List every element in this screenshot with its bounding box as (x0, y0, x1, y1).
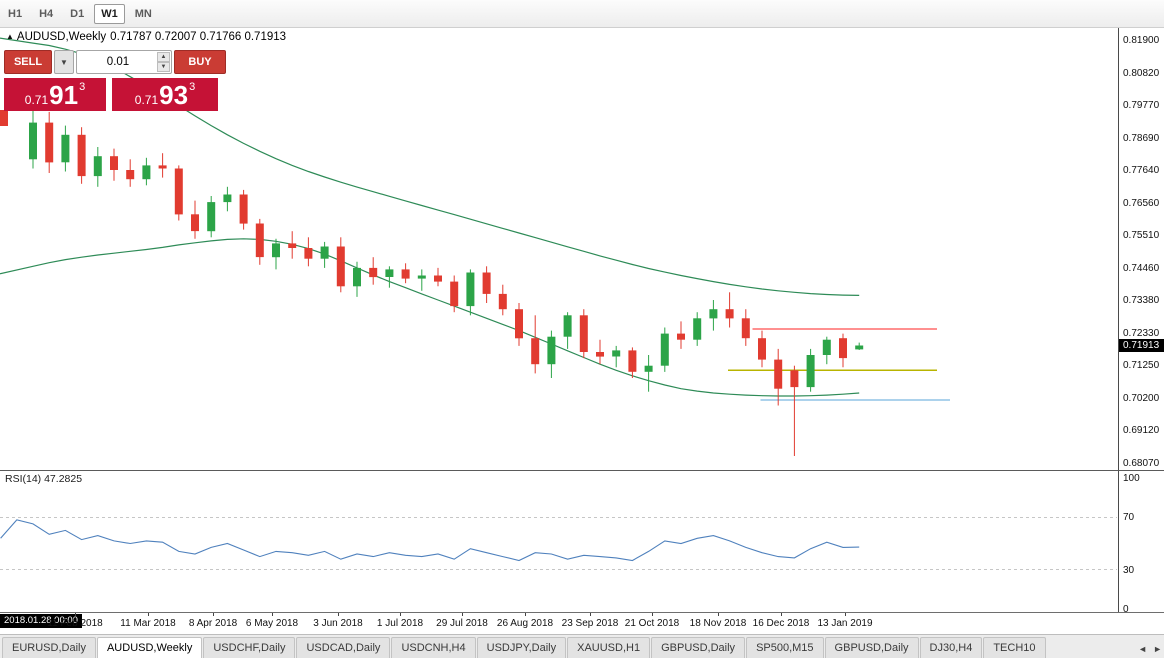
price-axis-label: 0.81900 (1123, 35, 1160, 46)
time-axis-tick (338, 613, 339, 616)
price-axis-label: 0.79770 (1123, 100, 1160, 112)
price-axis-label: 0.74460 (1123, 262, 1160, 274)
price-axis-label: 0.77640 (1123, 165, 1160, 177)
sell-price-main: 91 (49, 79, 79, 110)
tab-gbpusd-daily[interactable]: GBPUSD,Daily (824, 637, 919, 658)
tab-eurusd-daily[interactable]: EURUSD,Daily (2, 637, 96, 658)
chart-ohlc-values: 0.71787 0.72007 0.71766 0.71913 (110, 31, 287, 43)
price-axis-label: 0.78690 (1123, 132, 1160, 144)
rsi-panel[interactable]: RSI(14) 47.2825 100 70 30 0 (0, 470, 1164, 615)
left-edge-price-marker (0, 110, 8, 126)
one-click-trading-panel: SELL ▼ ▲ ▼ BUY 0.71 91 3 0.7 (4, 50, 226, 111)
date-label: 6 May 2018 (245, 618, 299, 629)
time-axis-tick (590, 613, 591, 616)
date-label: 11 Feb 2018 (47, 618, 103, 629)
tab-sp500-m15[interactable]: SP500,M15 (746, 637, 824, 658)
time-axis-tick (148, 613, 149, 616)
buy-price-pip: 3 (189, 81, 196, 93)
time-axis[interactable]: 2018.01.28 00:00 11 Feb 2018 11 Mar 2018 8… (0, 612, 1164, 634)
time-axis-tick (781, 613, 782, 616)
current-price-tag: 0.71913 (1119, 339, 1164, 352)
time-axis-tick (718, 613, 719, 616)
buy-button[interactable]: BUY (174, 50, 226, 74)
price-chart-panel[interactable]: ▲ AUDUSD,Weekly 0.71787 0.72007 0.71766 0.… (0, 28, 1164, 470)
lot-increase-button[interactable]: ▲ (157, 52, 170, 62)
price-axis-label: 0.70200 (1123, 392, 1160, 404)
date-label: 26 Aug 2018 (496, 618, 554, 629)
candlestick-chart[interactable] (0, 28, 1117, 470)
timeframe-button-h4[interactable]: H4 (39, 7, 54, 20)
date-label: 13 Jan 2019 (817, 618, 873, 629)
time-axis-tick (75, 613, 76, 616)
date-label: 21 Oct 2018 (624, 618, 680, 629)
price-axis-label: 0.80820 (1123, 67, 1160, 79)
date-label: 18 Nov 2018 (689, 618, 747, 629)
order-type-dropdown[interactable]: ▼ (54, 50, 74, 74)
price-axis-label: 0.73380 (1123, 295, 1160, 307)
lot-decrease-button[interactable]: ▼ (157, 62, 170, 72)
crosshair-date-label: 2018.01.28 00:00 (0, 614, 82, 628)
sell-price-display[interactable]: 0.71 91 3 (4, 78, 106, 111)
tab-usdjpy-daily[interactable]: USDJPY,Daily (476, 637, 567, 658)
time-axis-tick (845, 613, 846, 616)
date-label: 3 Jun 2018 (313, 618, 363, 629)
rsi-chart[interactable] (0, 471, 1117, 613)
rsi-axis-label: 30 (1123, 565, 1135, 576)
tab-usdcad-daily[interactable]: USDCAD,Daily (296, 637, 391, 658)
sell-button[interactable]: SELL (4, 50, 52, 74)
time-axis-tick (525, 613, 526, 616)
rsi-axis-label: 100 (1123, 473, 1140, 484)
chevron-down-icon: ▼ (60, 57, 68, 67)
timeframe-button-h1[interactable]: H1 (8, 7, 23, 20)
price-axis[interactable]: 0.71913 0.81900 0.80820 0.79770 0.78690 0.77… (1118, 28, 1164, 470)
tab-gbpusd-daily[interactable]: GBPUSD,Daily (651, 637, 746, 658)
rsi-indicator-label: RSI(14) 47.2825 (5, 473, 83, 485)
date-label: 23 Sep 2018 (561, 618, 619, 629)
tab-usdchf-daily[interactable]: USDCHF,Daily (203, 637, 296, 658)
tab-tech10[interactable]: TECH10 (983, 637, 1046, 658)
date-label: 29 Jul 2018 (436, 618, 488, 629)
price-axis-label: 0.75510 (1123, 230, 1160, 242)
rsi-axis-label: 0 (1123, 604, 1129, 615)
buy-price-display[interactable]: 0.71 93 3 (112, 78, 218, 111)
chart-tabbar: EURUSD,Daily AUDUSD,Weekly USDCHF,Daily USD… (0, 634, 1164, 658)
date-label: 8 Apr 2018 (188, 618, 238, 629)
time-axis-tick (400, 613, 401, 616)
chart-symbol-label: AUDUSD,Weekly (16, 31, 107, 43)
tab-xauusd-h1[interactable]: XAUUSD,H1 (567, 637, 651, 658)
buy-price-prefix: 0.71 (134, 93, 159, 107)
price-axis-label: 0.69120 (1123, 425, 1160, 437)
tab-dj30-h4[interactable]: DJ30,H4 (919, 637, 983, 658)
chart-title: ▲ AUDUSD,Weekly 0.71787 0.72007 0.71766 0.… (6, 31, 290, 43)
date-label: 11 Mar 2018 (120, 618, 176, 629)
rsi-axis[interactable]: 100 70 30 0 (1118, 471, 1164, 615)
price-axis-label: 0.76560 (1123, 197, 1160, 209)
time-axis-tick (462, 613, 463, 616)
timeframe-button-mn[interactable]: MN (134, 7, 152, 20)
lot-size-field: ▲ ▼ (76, 50, 172, 74)
date-label: 1 Jul 2018 (376, 618, 424, 629)
tab-scroll-right-icon[interactable]: ► (1153, 644, 1162, 654)
time-axis-tick (652, 613, 653, 616)
price-axis-label: 0.72330 (1123, 327, 1160, 339)
timeframe-button-d1[interactable]: D1 (70, 7, 85, 20)
price-axis-label: 0.71250 (1123, 360, 1160, 372)
tab-usdcnh-h4[interactable]: USDCNH,H4 (391, 637, 476, 658)
date-label: 16 Dec 2018 (752, 618, 810, 629)
lot-size-input[interactable] (77, 51, 171, 73)
tab-scroll-controls: ◄ ► (1134, 644, 1162, 654)
price-axis-label: 0.68070 (1123, 457, 1160, 469)
rsi-axis-label: 70 (1123, 512, 1135, 523)
buy-price-main: 93 (159, 79, 189, 110)
chart-symbol-icon: ▲ (6, 32, 14, 41)
time-axis-tick (272, 613, 273, 616)
timeframe-toolbar: H1 H4 D1 W1 MN (0, 0, 1164, 28)
tab-audusd-weekly[interactable]: AUDUSD,Weekly (96, 637, 203, 658)
sell-price-prefix: 0.71 (24, 93, 49, 107)
timeframe-button-w1[interactable]: W1 (94, 3, 125, 24)
sell-price-pip: 3 (79, 81, 86, 93)
tab-scroll-left-icon[interactable]: ◄ (1138, 644, 1148, 654)
time-axis-tick (213, 613, 214, 616)
